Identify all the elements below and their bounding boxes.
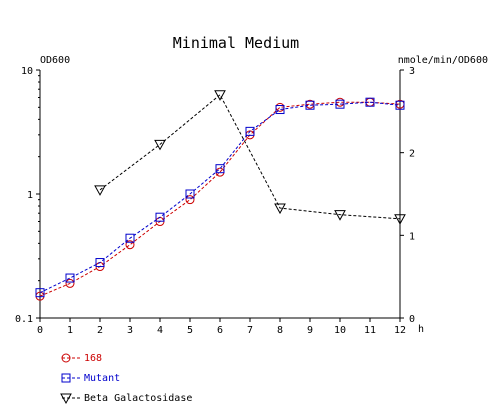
data-point — [185, 189, 195, 199]
right-axis-label: nmole/min/OD600 — [398, 55, 488, 66]
x-tick-label: 10 — [334, 325, 346, 336]
data-point — [365, 97, 375, 107]
data-point — [274, 203, 286, 215]
legend-label: 168 — [84, 353, 102, 364]
data-point — [35, 288, 45, 298]
data-point — [65, 273, 75, 283]
x-tick-label: 1 — [67, 325, 73, 336]
legend-marker — [61, 353, 71, 363]
data-point — [125, 240, 135, 250]
data-point — [395, 100, 405, 110]
legend-marker — [60, 393, 72, 405]
y-right-tick-label: 1 — [409, 231, 415, 242]
data-point — [214, 90, 226, 101]
x-tick-label: 8 — [277, 325, 283, 336]
x-tick-label: 6 — [217, 325, 223, 336]
data-point — [335, 99, 345, 109]
y-right-tick-label: 2 — [409, 149, 415, 160]
series-line-1 — [39, 101, 401, 294]
x-tick-label: 9 — [307, 325, 313, 336]
data-point — [65, 278, 75, 288]
axes — [39, 70, 401, 319]
x-tick-label: 3 — [127, 325, 133, 336]
data-point — [275, 105, 285, 115]
data-point — [155, 212, 165, 222]
data-point — [215, 167, 225, 177]
left-axis-label: OD600 — [40, 55, 70, 66]
legend: 168 Mutant Beta Galactosidase — [60, 353, 192, 405]
x-tick-label: 7 — [247, 325, 253, 336]
legend-label: Beta Galactosidase — [84, 393, 192, 404]
data-point — [185, 195, 195, 205]
data-point — [215, 164, 225, 174]
legend-label: Mutant — [84, 373, 120, 384]
x-axis-label: h — [418, 324, 424, 335]
series-group — [35, 90, 406, 301]
x-tick-label: 0 — [37, 325, 43, 336]
data-point — [245, 126, 255, 136]
y-right-tick-label: 0 — [409, 314, 415, 325]
x-tick-label: 2 — [97, 325, 103, 336]
x-tick-label: 12 — [394, 325, 406, 336]
data-point — [394, 214, 406, 225]
x-tick-label: 11 — [364, 325, 376, 336]
data-point — [305, 100, 315, 110]
x-tick-label: 4 — [157, 325, 163, 336]
y-left-tick-label: 0.1 — [15, 314, 33, 325]
data-point — [94, 185, 106, 196]
chart-title: Minimal Medium — [173, 34, 299, 52]
y-right-tick-label: 3 — [409, 66, 415, 77]
data-point — [154, 139, 166, 151]
data-point — [125, 233, 135, 243]
legend-marker — [61, 373, 71, 383]
x-tick-label: 5 — [187, 325, 193, 336]
y-left-tick-label: 10 — [21, 66, 33, 77]
series-line-2 — [99, 94, 401, 220]
series-line-0 — [39, 101, 401, 297]
data-point — [334, 210, 346, 221]
data-point — [95, 258, 105, 268]
y-left-tick-label: 1 — [27, 190, 33, 201]
